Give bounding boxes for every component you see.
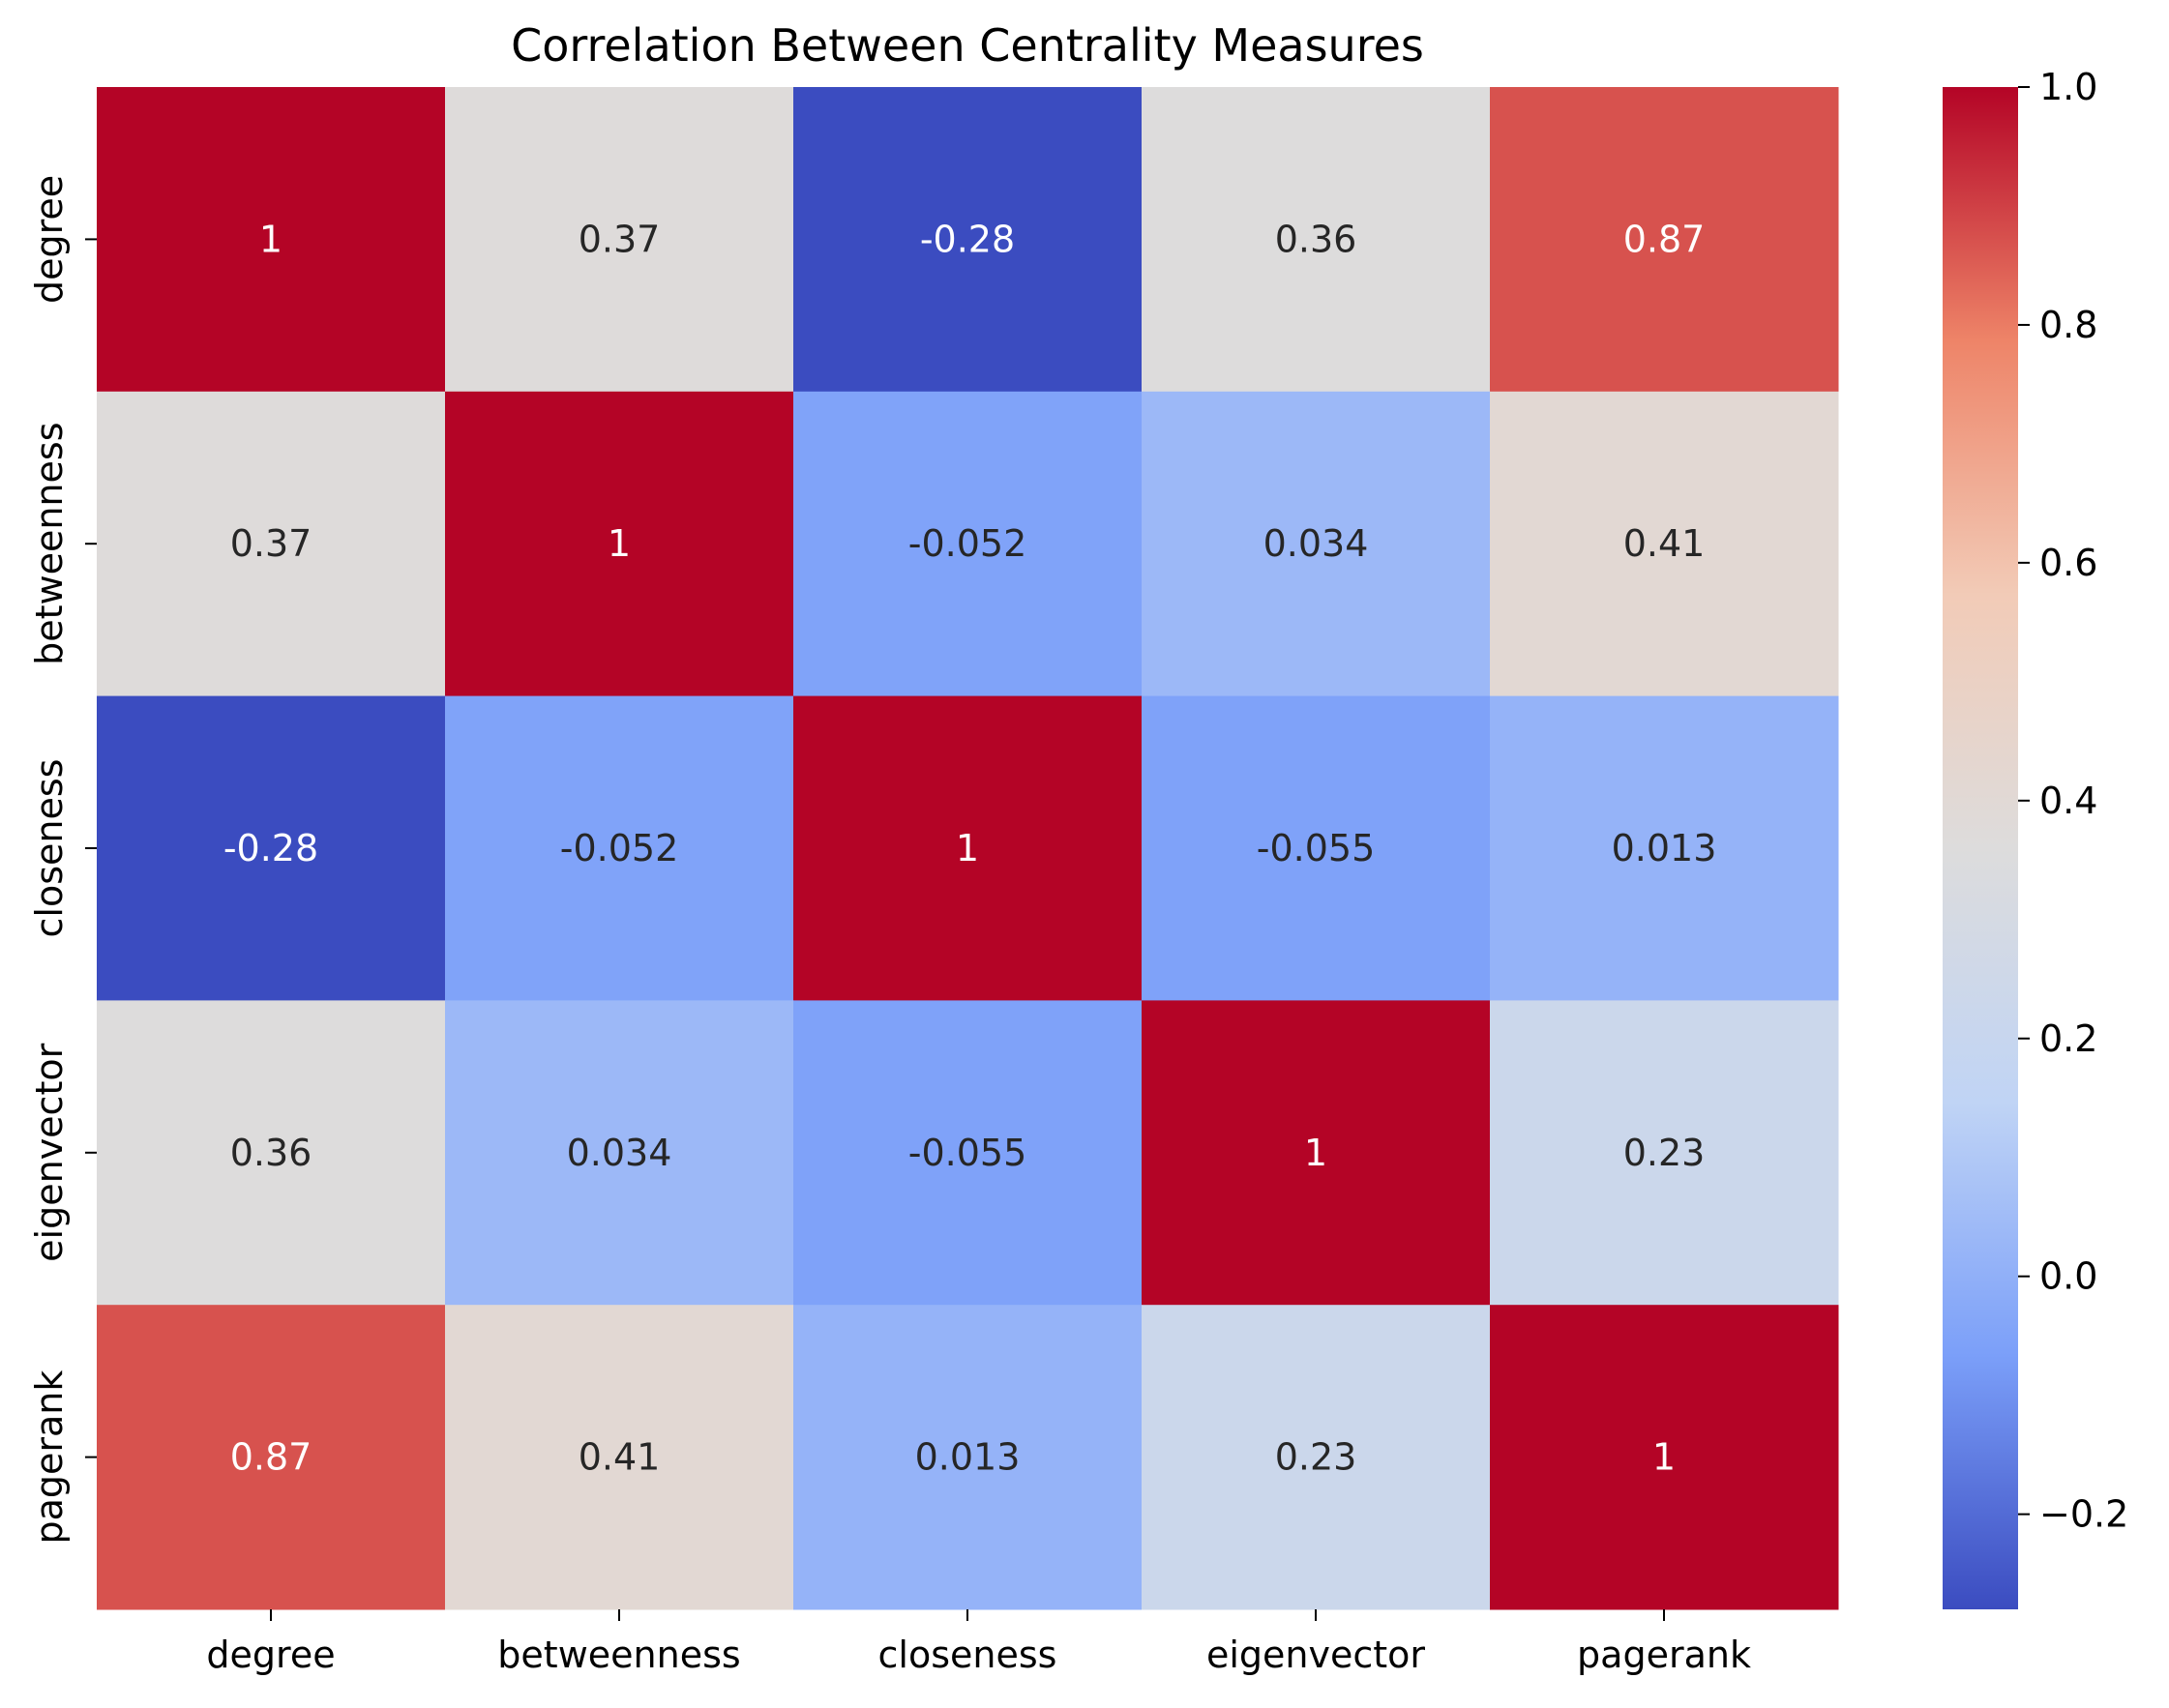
cell-value-label-2-2: 1: [956, 827, 979, 869]
heatmap-cell-1-3: [1142, 391, 1491, 697]
heatmap-cell-1-2: [793, 391, 1143, 697]
cell-value-label-2-4: 0.013: [1612, 827, 1717, 869]
colorbar: −0.2 0.0 0.2 0.4 0.6 0.8 1.0: [1943, 66, 2128, 1609]
heatmap-cell-4-2: [793, 1305, 1143, 1610]
y-tick-label-2: closeness: [28, 759, 71, 938]
cell-value-label-0-4: 0.87: [1623, 218, 1706, 260]
heatmap-cell-4-4: [1490, 1305, 1839, 1610]
cell-value-label-3-4: 0.23: [1623, 1132, 1706, 1174]
y-tick-label-4: pagerank: [28, 1370, 71, 1545]
heatmap-cell-4-3: [1142, 1305, 1491, 1610]
heatmap-cell-0-0: [97, 87, 446, 393]
heatmap-cell-0-2: [793, 87, 1143, 393]
heatmap-cell-1-4: [1490, 391, 1839, 697]
heatmap-cell-3-4: [1490, 1000, 1839, 1306]
y-tick-label-0: degree: [28, 175, 71, 304]
heatmap-cell-labels: 1 0.37 -0.28 0.36 0.87 0.37 1 -0.052 0.034 0.41 -0…: [223, 218, 1717, 1478]
x-tick-label-2: closeness: [878, 1634, 1057, 1676]
cell-value-label-0-2: -0.28: [920, 218, 1015, 260]
cell-value-label-0-1: 0.37: [579, 218, 661, 260]
heatmap-cell-2-3: [1142, 695, 1491, 1001]
heatmap-cell-0-3: [1142, 87, 1491, 393]
cell-value-label-4-4: 1: [1652, 1436, 1676, 1479]
heatmap-cell-4-0: [97, 1305, 446, 1610]
x-tick-label-4: pagerank: [1577, 1634, 1751, 1676]
cell-value-label-1-4: 0.41: [1623, 522, 1706, 565]
colorbar-tick-label-6: 1.0: [2039, 66, 2097, 108]
colorbar-tick-label-4: 0.6: [2039, 542, 2097, 584]
colorbar-tick-label-1: 0.0: [2039, 1255, 2097, 1298]
chart-title: Correlation Between Centrality Measures: [511, 19, 1424, 72]
heatmap-cell-2-4: [1490, 695, 1839, 1001]
colorbar-tick-label-2: 0.2: [2039, 1017, 2097, 1060]
heatmap-cell-4-1: [445, 1305, 794, 1610]
heatmap-cell-3-2: [793, 1000, 1143, 1306]
colorbar-gradient: [1943, 87, 2018, 1609]
cell-value-label-3-2: -0.055: [908, 1132, 1027, 1174]
heatmap-cell-3-1: [445, 1000, 794, 1306]
cell-value-label-2-3: -0.055: [1257, 827, 1376, 869]
heatmap-cells: [97, 87, 1839, 1610]
colorbar-tick-label-0: −0.2: [2039, 1493, 2128, 1536]
cell-value-label-1-2: -0.052: [908, 522, 1027, 565]
y-axis: degree betweenness closeness eigenvector pag…: [28, 175, 97, 1545]
heatmap-cell-2-1: [445, 695, 794, 1001]
cell-value-label-1-0: 0.37: [230, 522, 312, 565]
heatmap-cell-1-0: [97, 391, 446, 697]
cell-value-label-4-1: 0.41: [579, 1436, 661, 1479]
cell-value-label-2-0: -0.28: [223, 827, 318, 869]
heatmap-cell-0-1: [445, 87, 794, 393]
y-tick-label-3: eigenvector: [28, 1043, 71, 1261]
cell-value-label-2-1: -0.052: [560, 827, 679, 869]
cell-value-label-3-3: 1: [1304, 1132, 1327, 1174]
cell-value-label-4-3: 0.23: [1275, 1436, 1357, 1479]
heatmap-cell-3-3: [1142, 1000, 1491, 1306]
colorbar-tick-label-5: 0.8: [2039, 304, 2097, 346]
heatmap-cell-2-2: [793, 695, 1143, 1001]
heatmap-cell-2-0: [97, 695, 446, 1001]
cell-value-label-3-1: 0.034: [567, 1132, 672, 1174]
heatmap-cell-1-1: [445, 391, 794, 697]
y-tick-label-1: betweenness: [28, 423, 71, 665]
cell-value-label-4-2: 0.013: [915, 1436, 1021, 1479]
cell-value-label-1-1: 1: [608, 522, 631, 565]
cell-value-label-3-0: 0.36: [230, 1132, 312, 1174]
colorbar-tick-label-3: 0.4: [2039, 780, 2097, 822]
cell-value-label-0-0: 1: [259, 218, 282, 260]
heatmap-cell-3-0: [97, 1000, 446, 1306]
cell-value-label-1-3: 0.034: [1263, 522, 1369, 565]
x-axis: degree betweenness closeness eigenvector pag…: [206, 1609, 1751, 1676]
cell-value-label-0-3: 0.36: [1275, 218, 1357, 260]
x-tick-label-3: eigenvector: [1206, 1634, 1425, 1676]
cell-value-label-4-0: 0.87: [230, 1436, 312, 1479]
x-tick-label-1: betweenness: [497, 1634, 740, 1676]
x-tick-label-0: degree: [206, 1634, 335, 1676]
heatmap-cell-0-4: [1490, 87, 1839, 393]
